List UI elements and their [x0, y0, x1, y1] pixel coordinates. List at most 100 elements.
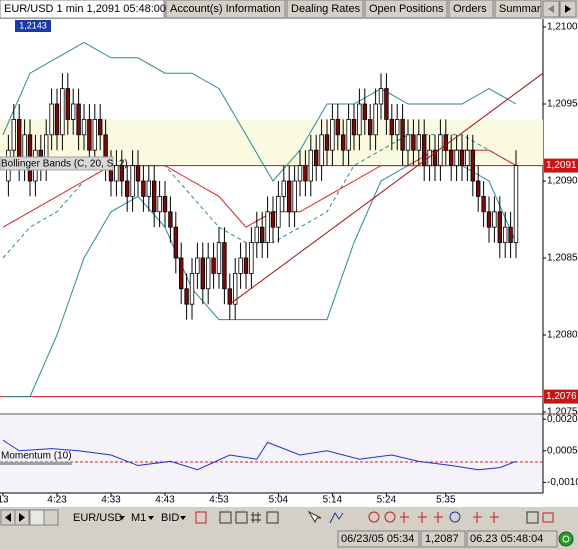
axes: 1,2091 1,2076 1,2100 1,2095 1,2090 1,2085 1,20… — [0, 22, 578, 506]
candle-body — [378, 88, 384, 105]
scroll-thumb[interactable] — [29, 509, 45, 526]
x-tick-label: 5:14 — [323, 495, 343, 506]
period-dropdown[interactable]: M1 — [131, 512, 146, 524]
candle-body — [411, 134, 416, 151]
tool-icon[interactable] — [368, 511, 380, 523]
momentum-plot — [2, 439, 517, 471]
level-label: 1,2076 — [546, 391, 577, 402]
x-tick-label: 5:04 — [269, 495, 289, 506]
candle-body — [178, 257, 184, 290]
candle-body — [367, 119, 373, 136]
candle-body — [292, 180, 297, 213]
candle-body — [270, 211, 276, 228]
candle-body — [173, 226, 178, 259]
tool-icon[interactable] — [235, 511, 248, 524]
candle-body — [254, 226, 259, 243]
price-marker: 1,2143 — [19, 20, 47, 30]
tool-icon[interactable] — [473, 512, 482, 523]
tool-icon[interactable] — [384, 511, 396, 523]
candle-body — [340, 134, 346, 151]
indicator-line — [2, 439, 517, 471]
y-tick-label: 1,2095 — [547, 99, 578, 110]
candle-body — [470, 149, 475, 182]
candle-body — [286, 180, 292, 213]
tool-icon[interactable] — [490, 512, 499, 523]
status-field — [420, 530, 466, 548]
level-label: 1,2091 — [546, 160, 577, 171]
symbol-dropdown[interactable]: EUR/USD — [73, 512, 123, 524]
tool-icon[interactable] — [434, 512, 443, 523]
candle-body — [357, 103, 362, 136]
tool-icon[interactable] — [329, 512, 344, 524]
tab[interactable] — [494, 0, 542, 19]
trend-line — [229, 72, 543, 305]
y-tick-label: 1,2075 — [547, 407, 578, 418]
tool-icon[interactable] — [449, 511, 461, 523]
candle-body — [416, 134, 421, 151]
connection-icon-inner — [562, 535, 570, 543]
candle-body — [486, 211, 492, 228]
active-tab[interactable] — [0, 0, 165, 19]
candle-body — [60, 88, 65, 136]
candle-body — [87, 119, 92, 151]
y-tick-label: 1,2090 — [547, 176, 578, 187]
tool-icon[interactable] — [542, 512, 554, 523]
x-tick-label: 4:43 — [155, 495, 175, 506]
indicator-label-underline — [0, 462, 72, 465]
tab[interactable] — [448, 0, 494, 19]
candle-body — [389, 119, 394, 136]
candle-body — [319, 134, 324, 167]
tool-icon[interactable] — [251, 512, 261, 523]
candle-body — [11, 119, 16, 151]
candle-body — [71, 103, 76, 120]
tab-label: Orders — [453, 3, 487, 15]
tab[interactable] — [286, 0, 364, 19]
tool-icon[interactable] — [418, 512, 427, 523]
x-tick-label: 5:24 — [377, 495, 397, 506]
scroll-end-button[interactable] — [43, 509, 59, 526]
candle-body — [232, 272, 238, 305]
status-field — [337, 530, 420, 548]
candle-body — [276, 195, 281, 228]
candle-body — [384, 88, 389, 120]
dropdown-arrow — [119, 516, 125, 520]
candle-body — [465, 149, 470, 166]
candle-body — [227, 288, 232, 305]
tool-icon[interactable] — [400, 512, 409, 523]
candle-body — [76, 103, 81, 136]
candle-body — [362, 103, 367, 120]
tool-icon[interactable] — [219, 511, 232, 524]
tab[interactable] — [165, 0, 286, 19]
status-clock: 06.23 05:48:04 — [470, 533, 543, 545]
candle-body — [151, 180, 157, 213]
candle-body — [394, 119, 400, 136]
tool-icon[interactable] — [266, 511, 279, 524]
candle-body — [238, 257, 243, 274]
candle-body — [243, 257, 249, 274]
candle-body — [475, 180, 481, 197]
candle-body — [508, 226, 513, 243]
candle-body — [265, 211, 270, 244]
candle-body — [351, 119, 357, 136]
candle-body — [459, 149, 465, 166]
tool-icon[interactable] — [526, 511, 539, 524]
candle-body — [346, 119, 351, 151]
indicator-label-box — [0, 156, 114, 171]
candle-body — [454, 149, 459, 166]
candle-body — [130, 165, 135, 197]
indicator-line — [2, 134, 517, 259]
candle-body — [400, 119, 405, 151]
tool-icon[interactable] — [307, 510, 322, 524]
candle-body — [114, 165, 119, 182]
tab[interactable] — [364, 0, 448, 19]
tool-icon[interactable] — [195, 511, 207, 524]
candle-body — [492, 211, 497, 228]
candle-body — [168, 211, 173, 228]
price-dropdown[interactable]: BID — [161, 512, 179, 524]
candle-body — [481, 195, 486, 213]
y-tick-label: 1,2080 — [547, 330, 578, 341]
arrow-icon — [19, 513, 25, 522]
candle-body — [184, 288, 189, 305]
y-tick-label: 1,2100 — [547, 22, 578, 33]
